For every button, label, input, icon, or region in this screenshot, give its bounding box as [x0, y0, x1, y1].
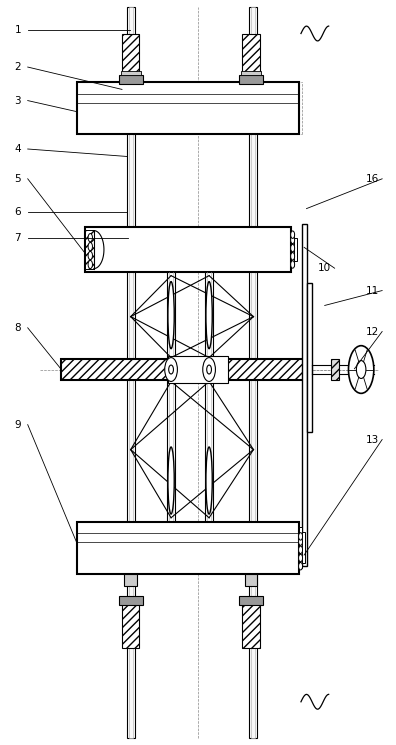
Bar	[302, 532, 305, 563]
Bar	[299, 527, 302, 568]
Circle shape	[88, 234, 93, 242]
Circle shape	[291, 236, 295, 244]
Circle shape	[88, 243, 93, 250]
Bar	[239, 596, 263, 605]
Bar	[167, 272, 175, 522]
Circle shape	[88, 260, 93, 269]
Bar	[251, 7, 255, 738]
Circle shape	[299, 546, 303, 554]
Bar	[61, 359, 307, 380]
Text: 13: 13	[366, 434, 379, 445]
Circle shape	[299, 533, 303, 540]
Circle shape	[348, 346, 374, 393]
Circle shape	[291, 244, 295, 252]
Bar	[205, 272, 213, 522]
Circle shape	[207, 365, 211, 374]
Text: 7: 7	[15, 233, 21, 244]
Bar	[119, 596, 143, 605]
Text: 5: 5	[15, 174, 21, 184]
Circle shape	[299, 554, 303, 562]
Text: 16: 16	[366, 174, 379, 184]
Bar	[291, 233, 294, 266]
Text: 3: 3	[15, 95, 21, 106]
Text: 10: 10	[318, 263, 331, 273]
Bar	[302, 224, 307, 566]
Bar	[127, 7, 135, 738]
Bar	[242, 34, 260, 82]
Text: 9: 9	[15, 419, 21, 430]
Bar	[85, 230, 94, 269]
Circle shape	[291, 261, 295, 268]
Text: 4: 4	[15, 144, 21, 154]
Circle shape	[88, 251, 93, 260]
Bar	[124, 574, 137, 586]
Circle shape	[291, 253, 295, 260]
Bar	[77, 522, 299, 574]
Circle shape	[299, 562, 303, 570]
Bar	[119, 75, 143, 84]
Bar	[122, 34, 139, 82]
Circle shape	[203, 358, 215, 381]
Bar	[242, 603, 260, 648]
Text: 11: 11	[366, 285, 379, 296]
Bar	[294, 238, 297, 261]
Bar	[168, 356, 228, 383]
Bar	[307, 283, 312, 432]
Bar	[85, 227, 291, 272]
Bar	[245, 574, 257, 586]
Circle shape	[165, 358, 177, 381]
Text: 8: 8	[15, 323, 21, 333]
Circle shape	[356, 361, 366, 378]
Bar	[121, 71, 141, 75]
Circle shape	[291, 231, 295, 238]
Text: 1: 1	[15, 25, 21, 35]
Text: 12: 12	[366, 326, 379, 337]
Ellipse shape	[206, 282, 212, 349]
Circle shape	[169, 365, 173, 374]
Bar	[122, 603, 139, 648]
Ellipse shape	[168, 282, 174, 349]
Ellipse shape	[206, 447, 212, 514]
Bar	[249, 7, 257, 738]
Text: 2: 2	[15, 62, 21, 72]
Circle shape	[299, 538, 303, 545]
Bar	[331, 359, 339, 380]
Bar	[241, 71, 261, 75]
Bar	[77, 82, 299, 134]
Ellipse shape	[168, 447, 174, 514]
Bar	[129, 7, 133, 738]
Bar	[239, 75, 263, 84]
Text: 6: 6	[15, 207, 21, 218]
